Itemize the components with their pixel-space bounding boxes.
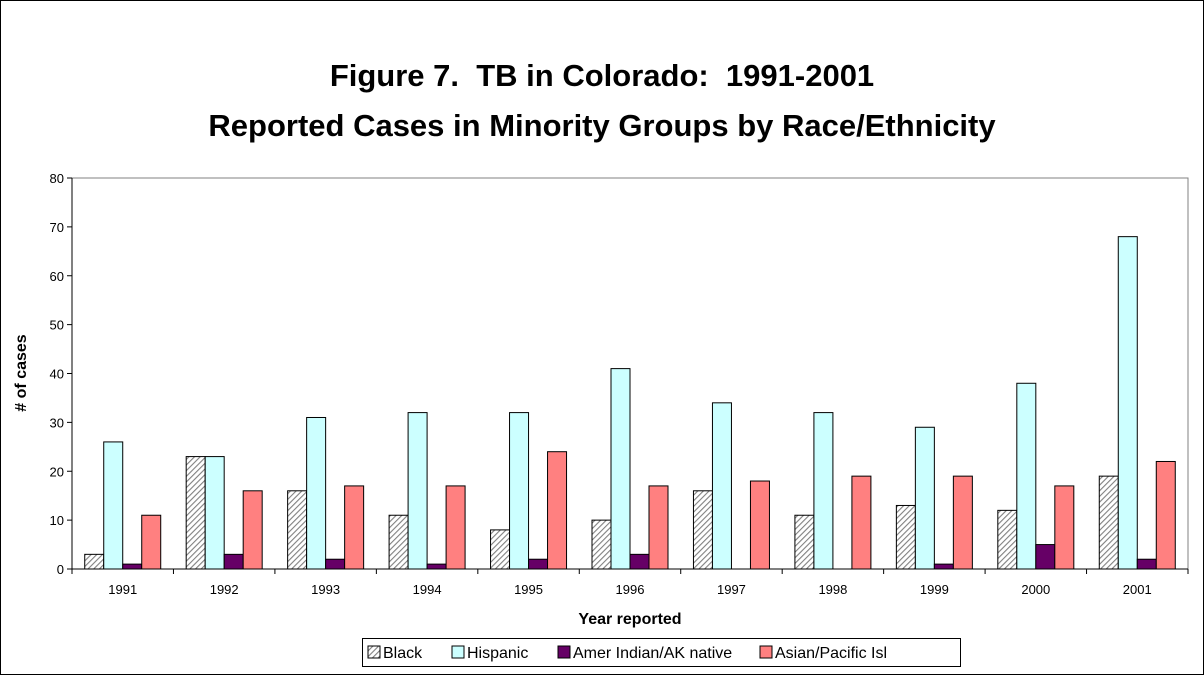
y-axis-title: # of cases — [13, 334, 30, 411]
x-tick-label: 1991 — [108, 582, 137, 597]
bar — [813, 412, 834, 570]
bar — [933, 563, 954, 570]
bar — [1035, 544, 1056, 570]
bar — [952, 475, 973, 570]
x-axis-title: Year reported — [578, 611, 681, 628]
y-tick-label: 60 — [50, 269, 64, 284]
bar — [426, 563, 447, 570]
y-tick-label: 30 — [50, 415, 64, 430]
bar — [591, 519, 612, 570]
bar — [242, 490, 263, 570]
bar — [711, 402, 732, 570]
bar — [223, 553, 244, 570]
chart-title: Figure 7. TB in Colorado: 1991-2001 — [330, 58, 874, 93]
y-tick-label: 0 — [57, 562, 64, 577]
legend-swatch — [759, 645, 773, 659]
bar — [204, 456, 225, 570]
bar — [648, 485, 669, 570]
bar — [490, 529, 511, 570]
bar — [895, 504, 916, 570]
bar — [1155, 460, 1176, 570]
x-tick-label: 1997 — [717, 582, 746, 597]
bar — [547, 451, 568, 570]
x-tick-label: 1998 — [818, 582, 847, 597]
bar — [692, 490, 713, 570]
bar — [1016, 382, 1037, 570]
legend-label: Hispanic — [467, 645, 528, 662]
chart-subtitle: Reported Cases in Minority Groups by Rac… — [208, 108, 996, 143]
x-tick-label: 2000 — [1021, 582, 1050, 597]
bar — [445, 485, 466, 570]
bar — [185, 456, 206, 570]
bar — [84, 553, 105, 570]
legend-label: Amer Indian/AK native — [573, 645, 732, 662]
y-tick-label: 70 — [50, 220, 64, 235]
bar — [388, 514, 409, 570]
x-tick-label: 2001 — [1123, 582, 1152, 597]
bar — [407, 412, 428, 570]
bar — [851, 475, 872, 570]
y-tick-label: 10 — [50, 513, 64, 528]
x-tick-label: 1992 — [210, 582, 239, 597]
bar — [1117, 236, 1138, 570]
bar — [610, 368, 631, 570]
x-tick-label: 1999 — [920, 582, 949, 597]
bar — [122, 563, 143, 570]
x-tick-label: 1993 — [311, 582, 340, 597]
y-tick-label: 40 — [50, 367, 64, 382]
bar — [325, 558, 346, 570]
bar — [344, 485, 365, 570]
y-tick-label: 80 — [50, 171, 64, 186]
bar — [1098, 475, 1119, 570]
bar — [528, 558, 549, 570]
bar — [1054, 485, 1075, 570]
bar — [629, 553, 650, 570]
x-tick-label: 1996 — [616, 582, 645, 597]
legend-swatch — [451, 645, 465, 659]
bar — [287, 490, 308, 570]
bar — [794, 514, 815, 570]
legend-label: Asian/Pacific Isl — [775, 645, 887, 662]
y-tick-label: 20 — [50, 464, 64, 479]
x-tick-label: 1994 — [413, 582, 442, 597]
bar — [509, 412, 530, 570]
legend-swatch — [557, 645, 571, 659]
legend-swatch — [367, 645, 381, 659]
y-tick-label: 50 — [50, 318, 64, 333]
legend-label: Black — [383, 645, 423, 662]
bar — [914, 426, 935, 570]
bar — [306, 416, 327, 570]
bar — [1136, 558, 1157, 570]
bar — [749, 480, 770, 570]
x-tick-label: 1995 — [514, 582, 543, 597]
bar — [141, 514, 162, 570]
bar — [103, 441, 124, 570]
bar — [997, 509, 1018, 570]
